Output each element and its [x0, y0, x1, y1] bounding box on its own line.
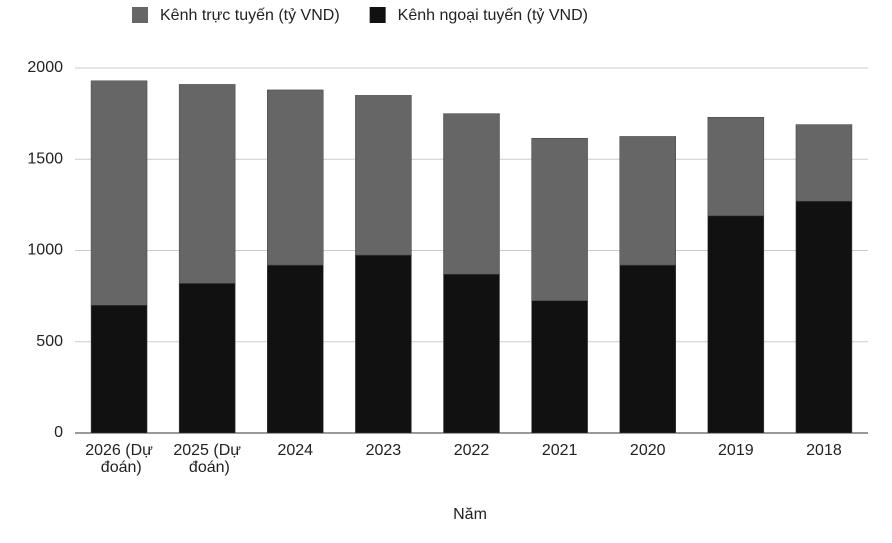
bar-segment: [795, 124, 853, 202]
x-tick-label: 2022: [454, 442, 490, 459]
bar-segment: [267, 264, 324, 434]
bar-segment: [443, 273, 500, 434]
x-axis-title: Năm: [453, 506, 487, 523]
bar-segment: [531, 300, 588, 434]
bar-segment: [619, 136, 676, 266]
bar-segment: [178, 84, 236, 284]
y-tick-label: 1000: [27, 242, 63, 259]
bar-segment: [355, 254, 412, 434]
y-tick-label: 500: [36, 333, 63, 350]
legend-label: Kênh trực tuyến (tỷ VND): [160, 7, 340, 24]
bar-segment: [90, 305, 148, 434]
y-tick-label: 0: [54, 424, 63, 441]
bar-segment: [795, 200, 853, 434]
x-tick-label: 2024: [277, 442, 313, 459]
x-tick-label: 2019: [718, 442, 754, 459]
x-tick-label: 2025 (Dự đoán): [173, 442, 241, 476]
legend-swatch: [132, 7, 148, 23]
x-tick-label: 2021: [542, 442, 578, 459]
bar-segment: [443, 113, 500, 275]
bar-segment: [267, 89, 324, 266]
bar-segment: [707, 117, 765, 217]
x-tick-label: 2026 (Dự đoán): [85, 442, 153, 476]
y-tick-label: 1500: [27, 150, 63, 167]
x-tick-label: 2020: [630, 442, 666, 459]
x-tick-label: 2018: [806, 442, 842, 459]
bar-segment: [707, 215, 765, 434]
legend-label: Kênh ngoại tuyến (tỷ VND): [398, 7, 588, 24]
bar-segment: [531, 138, 588, 301]
y-tick-label: 2000: [27, 59, 63, 76]
bar-segment: [619, 264, 676, 434]
bar-segment: [178, 283, 236, 434]
bar-segment: [90, 80, 148, 306]
bar-segment: [355, 95, 412, 256]
x-tick-label: 2023: [366, 442, 402, 459]
legend-swatch: [369, 7, 386, 23]
